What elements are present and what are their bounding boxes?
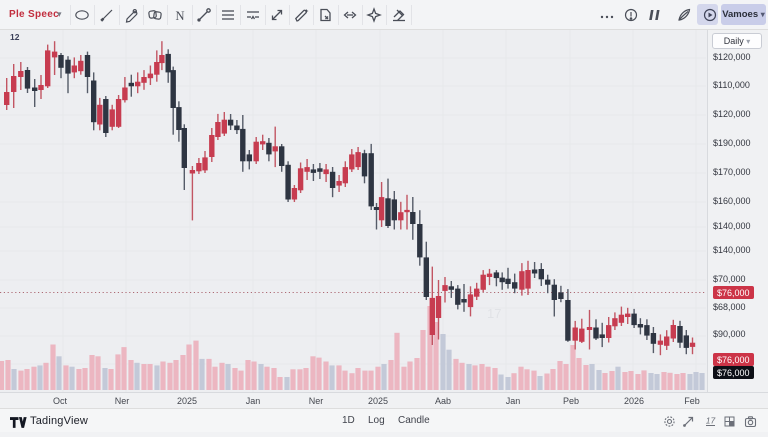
svg-text:17: 17 — [705, 416, 715, 426]
svg-text:17: 17 — [487, 306, 501, 321]
svg-text:N: N — [175, 9, 184, 23]
